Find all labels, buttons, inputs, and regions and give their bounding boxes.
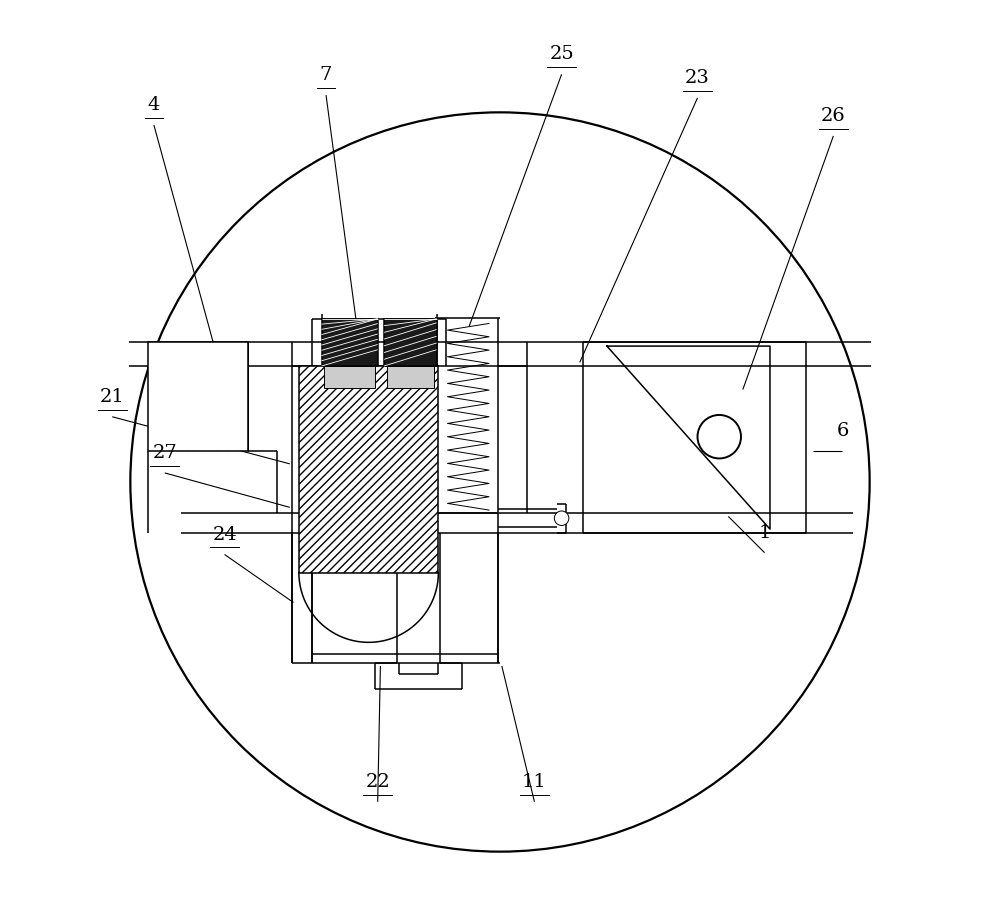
Circle shape bbox=[554, 511, 569, 525]
Text: 22: 22 bbox=[365, 773, 390, 791]
Text: 27: 27 bbox=[152, 444, 177, 462]
Text: 1: 1 bbox=[758, 524, 771, 542]
Bar bbox=[384, 319, 437, 366]
Text: 21: 21 bbox=[100, 388, 125, 406]
Bar bbox=[387, 366, 434, 388]
Text: 23: 23 bbox=[685, 69, 710, 87]
Bar bbox=[148, 342, 248, 451]
Text: 25: 25 bbox=[549, 45, 574, 63]
Text: 7: 7 bbox=[320, 66, 332, 84]
Text: 26: 26 bbox=[821, 107, 846, 125]
Bar bbox=[324, 366, 375, 388]
Text: 4: 4 bbox=[148, 96, 160, 114]
Bar bbox=[299, 366, 438, 573]
Text: 24: 24 bbox=[212, 525, 237, 544]
Text: 6: 6 bbox=[836, 422, 849, 440]
Text: 11: 11 bbox=[522, 773, 547, 791]
Bar bbox=[322, 319, 378, 366]
